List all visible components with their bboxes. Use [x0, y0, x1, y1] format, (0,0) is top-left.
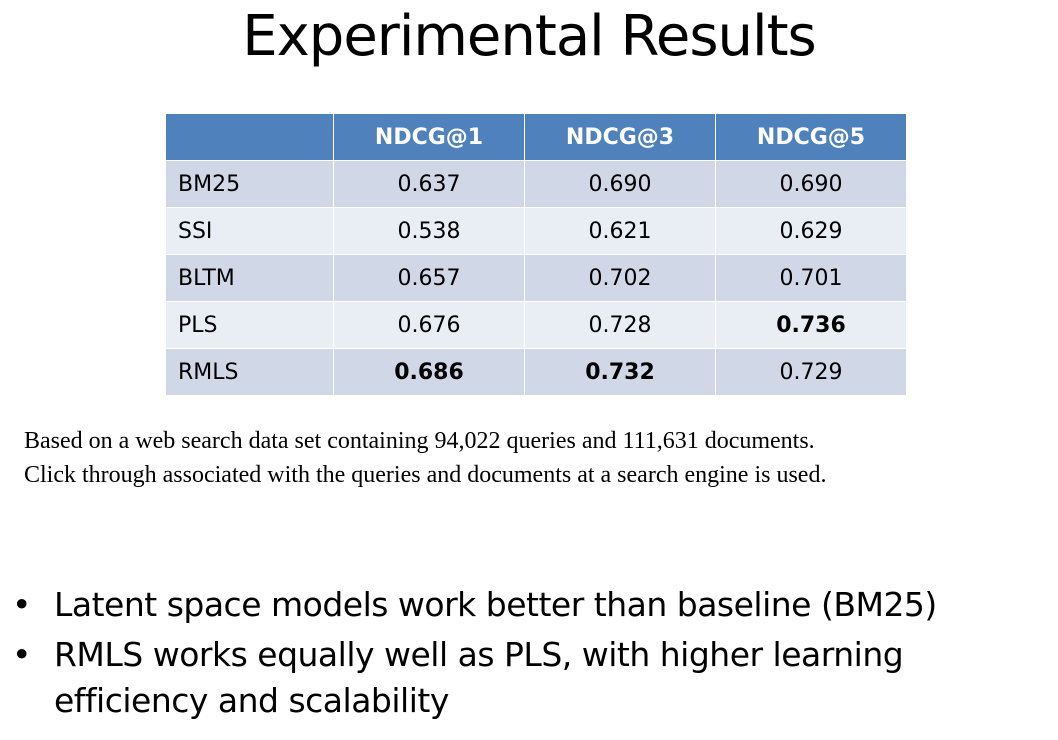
- table-header-ndcg5: NDCG@5: [715, 113, 907, 161]
- dataset-caption: Based on a web search data set containin…: [24, 424, 1044, 492]
- model-name-cell: RMLS: [165, 348, 334, 396]
- table-row: RMLS 0.686 0.732 0.729: [165, 348, 907, 396]
- table-header-row: NDCG@1 NDCG@3 NDCG@5: [165, 113, 907, 161]
- value-cell: 0.637: [333, 160, 525, 208]
- value-cell: 0.701: [715, 254, 907, 302]
- bullet-item: • RMLS works equally well as PLS, with h…: [0, 632, 1058, 724]
- bullet-dot-icon: •: [12, 635, 31, 674]
- caption-line-2: Click through associated with the querie…: [24, 462, 827, 488]
- value-cell-best: 0.736: [715, 301, 907, 349]
- value-cell: 0.729: [715, 348, 907, 396]
- slide-title: Experimental Results: [242, 4, 816, 69]
- value-cell-best: 0.732: [524, 348, 716, 396]
- bullet-dot-icon: •: [12, 585, 31, 624]
- conclusion-bullets: • Latent space models work better than b…: [0, 582, 1058, 728]
- table-row: BM25 0.637 0.690 0.690: [165, 160, 907, 208]
- model-name-cell: BLTM: [165, 254, 334, 302]
- value-cell: 0.690: [524, 160, 716, 208]
- table-header-corner: [165, 113, 334, 161]
- table-row: PLS 0.676 0.728 0.736: [165, 301, 907, 349]
- value-cell: 0.538: [333, 207, 525, 255]
- value-cell: 0.676: [333, 301, 525, 349]
- results-table: NDCG@1 NDCG@3 NDCG@5 BM25 0.637 0.690 0.…: [165, 113, 907, 396]
- value-cell: 0.657: [333, 254, 525, 302]
- table-header-ndcg3: NDCG@3: [524, 113, 716, 161]
- value-cell: 0.621: [524, 207, 716, 255]
- caption-line-1: Based on a web search data set containin…: [24, 428, 815, 454]
- value-cell: 0.702: [524, 254, 716, 302]
- value-cell: 0.629: [715, 207, 907, 255]
- table-row: BLTM 0.657 0.702 0.701: [165, 254, 907, 302]
- value-cell: 0.728: [524, 301, 716, 349]
- bullet-item: • Latent space models work better than b…: [0, 582, 1058, 628]
- bullet-text: RMLS works equally well as PLS, with hig…: [54, 635, 904, 720]
- model-name-cell: BM25: [165, 160, 334, 208]
- value-cell: 0.690: [715, 160, 907, 208]
- model-name-cell: PLS: [165, 301, 334, 349]
- table-row: SSI 0.538 0.621 0.629: [165, 207, 907, 255]
- bullet-text: Latent space models work better than bas…: [54, 585, 937, 624]
- table-header-ndcg1: NDCG@1: [333, 113, 525, 161]
- value-cell-best: 0.686: [333, 348, 525, 396]
- model-name-cell: SSI: [165, 207, 334, 255]
